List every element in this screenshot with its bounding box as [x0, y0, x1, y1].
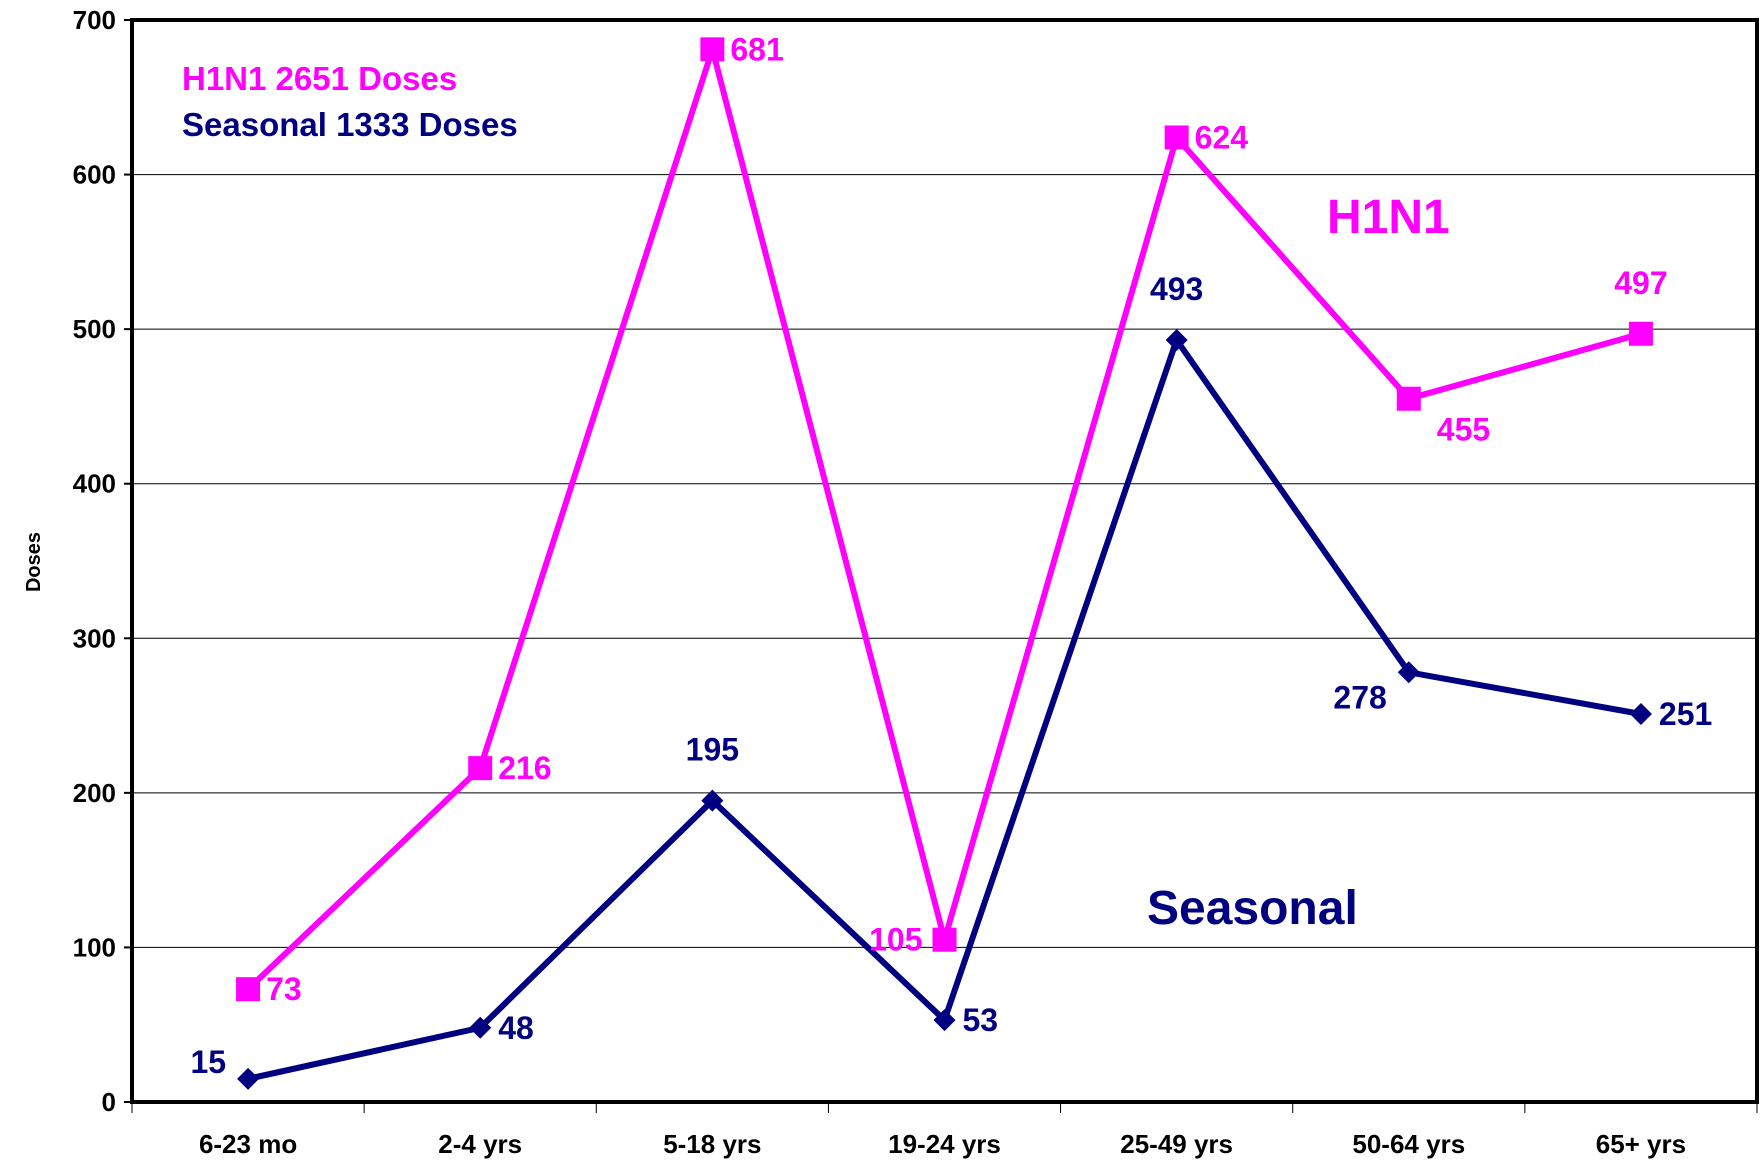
- data-point-seasonal: [1629, 703, 1652, 726]
- data-point-h1n1: [1164, 125, 1189, 150]
- legend-entry-seasonal: Seasonal 1333 Doses: [182, 106, 518, 143]
- data-label-seasonal: 195: [686, 732, 739, 768]
- series-line-seasonal: [247, 333, 1642, 1082]
- data-label-h1n1: 216: [498, 750, 551, 786]
- data-label-h1n1: 681: [730, 31, 783, 67]
- data-label-seasonal: 278: [1333, 679, 1386, 715]
- x-tick-label: 2-4 yrs: [438, 1129, 522, 1159]
- data-point-seasonal: [1165, 328, 1188, 351]
- x-tick-label: 50-64 yrs: [1352, 1129, 1465, 1159]
- legend-entry-h1n1: H1N1 2651 Doses: [182, 60, 457, 97]
- data-point-seasonal: [933, 1009, 956, 1032]
- x-tick-label: 6-23 mo: [199, 1129, 297, 1159]
- data-point-h1n1: [1396, 386, 1421, 411]
- y-axis-label: Doses: [23, 532, 45, 592]
- gridlines: [124, 19, 1757, 1103]
- y-tick-label: 400: [73, 469, 116, 499]
- x-tick-label: 5-18 yrs: [663, 1129, 761, 1159]
- series-layer: [236, 37, 1653, 1090]
- data-label-h1n1: 455: [1437, 412, 1490, 448]
- data-label-h1n1: 73: [266, 971, 302, 1007]
- data-label-h1n1: 105: [869, 922, 922, 958]
- y-tick-label: 500: [73, 314, 116, 344]
- annotation-seasonal: Seasonal: [1147, 882, 1358, 935]
- y-tick-label: 0: [102, 1087, 116, 1117]
- annotation-h1n1: H1N1: [1327, 191, 1450, 244]
- y-tick-label: 600: [73, 160, 116, 190]
- y-tick-label: 100: [73, 932, 116, 962]
- data-label-seasonal: 15: [190, 1044, 226, 1080]
- data-point-seasonal: [237, 1067, 260, 1090]
- y-tick-label: 300: [73, 623, 116, 653]
- data-label-h1n1: 624: [1195, 119, 1249, 155]
- data-point-h1n1: [468, 756, 493, 781]
- plot-area-frame: [130, 18, 1759, 1104]
- data-point-h1n1: [236, 977, 261, 1002]
- x-tick-label: 25-49 yrs: [1120, 1129, 1233, 1159]
- y-axis-tick-labels: 0 100 200 300 400 500 600 700: [73, 5, 116, 1117]
- data-label-seasonal: 48: [498, 1010, 534, 1046]
- data-point-seasonal: [469, 1016, 492, 1039]
- data-label-seasonal: 493: [1150, 271, 1203, 307]
- data-labels: 73 216 681 105 624 455 497 15 48 195 53 493 278 251: [190, 31, 1712, 1079]
- x-tick-label: 19-24 yrs: [888, 1129, 1001, 1159]
- x-tick-label: 65+ yrs: [1596, 1129, 1686, 1159]
- data-point-h1n1: [700, 37, 725, 62]
- data-point-seasonal: [701, 789, 724, 812]
- y-tick-label: 700: [73, 5, 116, 35]
- data-label-seasonal: 53: [963, 1002, 999, 1038]
- data-point-h1n1: [1628, 321, 1653, 346]
- data-point-seasonal: [1397, 661, 1420, 684]
- data-point-h1n1: [932, 927, 957, 952]
- y-tick-label: 200: [73, 778, 116, 808]
- data-label-seasonal: 251: [1659, 696, 1712, 732]
- x-axis-tick-labels: 6-23 mo 2-4 yrs 5-18 yrs 19-24 yrs 25-49 yrs…: [199, 1129, 1686, 1159]
- data-label-h1n1: 497: [1614, 265, 1667, 301]
